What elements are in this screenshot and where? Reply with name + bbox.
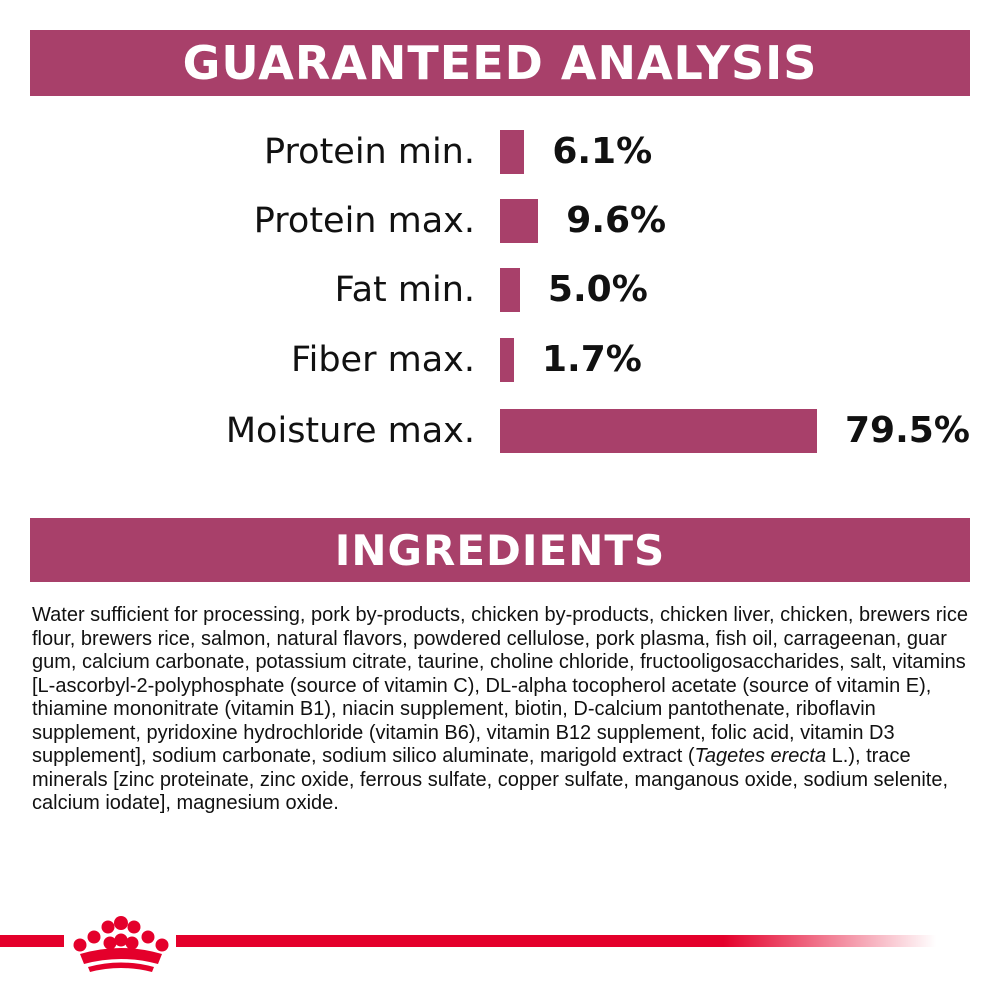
category-label-moisture-max: Moisture max. <box>225 411 475 451</box>
value-label-fiber-max: 1.7% <box>542 339 642 380</box>
value-label-fat-min: 5.0% <box>547 269 648 310</box>
bar-fat-min <box>500 268 520 312</box>
ingredients-text-part-2: L.), trace minerals [zinc proteinate, zi… <box>32 745 949 814</box>
ingredients-title: INGREDIENTS <box>334 525 666 575</box>
royal-canin-crown-icon <box>73 916 169 972</box>
value-label-protein-min: 6.1% <box>552 131 653 172</box>
value-label-protein-max: 9.6% <box>566 200 667 241</box>
ingredients-text: Water sufficient for processing, pork by… <box>32 604 972 816</box>
footer-line-right <box>176 935 936 947</box>
footer-line-left <box>0 935 64 947</box>
category-label-protein-max: Protein max. <box>253 201 475 241</box>
value-label-moisture-max: 79.5% <box>845 410 970 451</box>
category-label-protein-min: Protein min. <box>264 132 475 172</box>
category-label-fiber-max: Fiber max. <box>291 340 475 380</box>
ingredients-italic-species: Tagetes erecta <box>694 745 827 767</box>
ingredients-text-part-1: Water sufficient for processing, pork by… <box>32 604 968 767</box>
category-label-fat-min: Fat min. <box>334 270 475 310</box>
bar-protein-max <box>500 199 539 243</box>
guaranteed-analysis-chart: Protein min. 6.1% Protein max. 9.6% Fat min.… <box>225 130 970 453</box>
guaranteed-analysis-title: GUARANTEED ANALYSIS <box>182 36 818 90</box>
bar-protein-min <box>500 130 525 174</box>
ingredients-header: INGREDIENTS <box>30 518 970 582</box>
bar-moisture-max <box>500 409 817 453</box>
bar-fiber-max <box>500 338 514 382</box>
guaranteed-analysis-header: GUARANTEED ANALYSIS <box>30 30 970 96</box>
